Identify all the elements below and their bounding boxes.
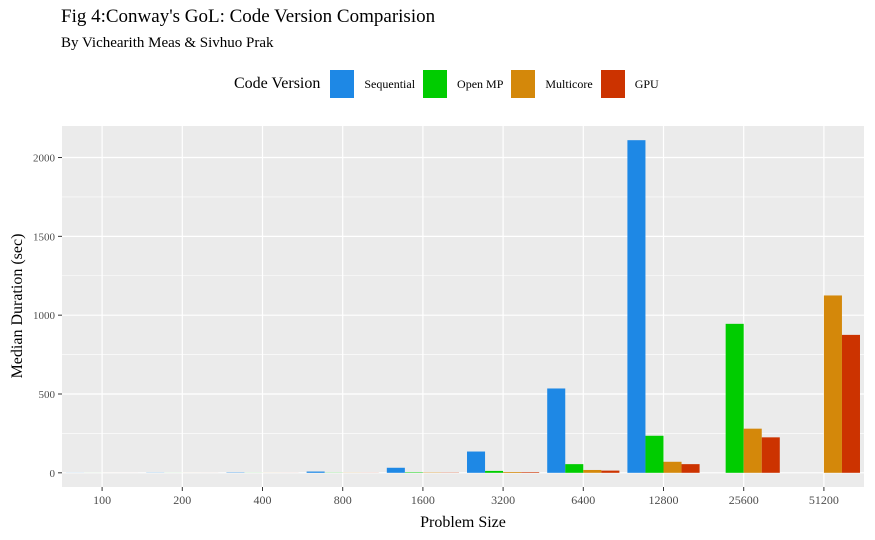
legend-label-sequential: Sequential bbox=[364, 76, 416, 91]
x-tick-label: 3200 bbox=[491, 493, 515, 507]
bar-multicore-3200 bbox=[503, 472, 522, 473]
x-axis-label: Problem Size bbox=[420, 514, 506, 531]
x-tick-label: 800 bbox=[334, 493, 352, 507]
y-axis-ticks: 0 500 1000 1500 2000 bbox=[33, 153, 62, 480]
x-tick-label: 51200 bbox=[809, 493, 839, 507]
bar-sequential-1600 bbox=[386, 467, 405, 473]
bars bbox=[66, 140, 860, 473]
legend-item-multicore: Multicore bbox=[511, 70, 593, 98]
bar-open-mp-25600 bbox=[725, 323, 744, 473]
y-tick-label: 0 bbox=[50, 468, 56, 480]
legend-label-multicore: Multicore bbox=[545, 76, 593, 91]
bar-gpu-12800 bbox=[681, 464, 700, 473]
legend-key-openmp bbox=[423, 70, 448, 98]
legend-item-openmp: Open MP bbox=[423, 70, 503, 98]
x-tick-label: 12800 bbox=[649, 493, 679, 507]
x-tick-label: 200 bbox=[173, 493, 191, 507]
bar-gpu-3200 bbox=[521, 472, 540, 473]
bar-open-mp-3200 bbox=[485, 470, 504, 473]
legend-key-gpu bbox=[600, 70, 625, 98]
x-tick-label: 400 bbox=[254, 493, 272, 507]
bar-open-mp-6400 bbox=[565, 464, 584, 473]
legend-label-openmp: Open MP bbox=[457, 76, 504, 91]
bar-sequential-3200 bbox=[467, 451, 486, 473]
x-tick-label: 6400 bbox=[571, 493, 595, 507]
bar-gpu-6400 bbox=[601, 470, 620, 473]
x-tick-label: 1600 bbox=[411, 493, 435, 507]
y-axis-label: Median Duration (sec) bbox=[9, 234, 26, 379]
x-axis-ticks: 100 200 400 800 1600 3200 6400 12800 25600 51200 bbox=[93, 487, 839, 507]
y-tick-label: 500 bbox=[39, 389, 56, 401]
bar-multicore-12800 bbox=[663, 461, 682, 473]
legend-title: Code Version bbox=[234, 75, 321, 92]
legend-item-gpu: GPU bbox=[600, 70, 659, 98]
bar-multicore-51200 bbox=[823, 295, 842, 473]
bar-gpu-25600 bbox=[761, 437, 780, 473]
legend-key-multicore bbox=[511, 70, 536, 98]
bar-open-mp-12800 bbox=[645, 435, 664, 473]
y-tick-label: 1000 bbox=[33, 310, 56, 322]
legend-key-sequential bbox=[330, 70, 355, 98]
x-tick-label: 25600 bbox=[729, 493, 759, 507]
bar-multicore-25600 bbox=[743, 428, 762, 473]
chart-subtitle: By Vichearith Meas & Sivhuo Prak bbox=[61, 35, 274, 51]
y-tick-label: 2000 bbox=[33, 153, 56, 165]
bar-multicore-6400 bbox=[583, 469, 602, 473]
legend-label-gpu: GPU bbox=[634, 76, 659, 91]
legend-item-sequential: Sequential bbox=[330, 70, 415, 98]
chart-title: Fig 4:Conway's GoL: Code Version Compari… bbox=[61, 6, 436, 27]
bar-sequential-12800 bbox=[627, 140, 646, 473]
legend: Code Version Sequential Open MP Multicor… bbox=[234, 70, 667, 98]
bar-sequential-6400 bbox=[547, 388, 566, 473]
y-tick-label: 1500 bbox=[33, 231, 56, 243]
bar-sequential-800 bbox=[306, 471, 325, 473]
bar-gpu-51200 bbox=[841, 334, 860, 473]
x-tick-label: 100 bbox=[93, 493, 111, 507]
